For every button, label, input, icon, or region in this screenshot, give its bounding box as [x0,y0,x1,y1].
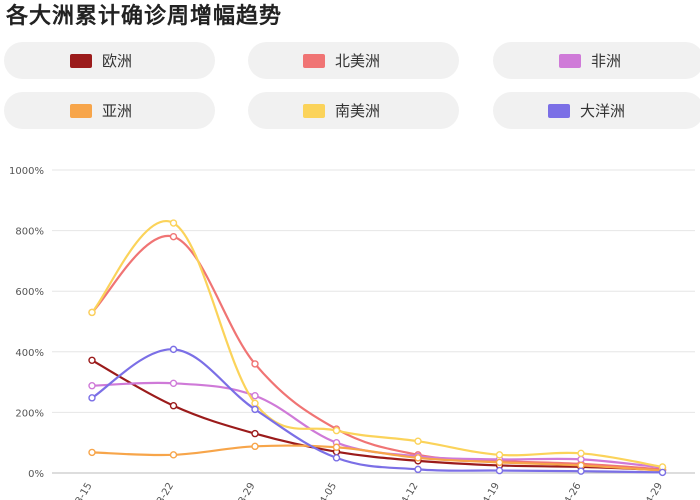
data-point-asia[interactable] [88,448,96,457]
data-point-europe[interactable] [88,356,96,364]
x-tick-label: 3-29 [237,481,258,500]
data-point-africa[interactable] [169,379,178,388]
legend-item-europe[interactable]: 欧洲 [4,42,215,79]
y-tick-label: 400% [15,348,44,359]
x-tick-label: 3-22 [155,481,176,500]
data-point-oceania[interactable] [169,345,178,354]
legend-swatch-south-america [303,103,325,118]
x-tick-label: 4-19 [481,481,502,500]
x-tick-label: 4-05 [318,481,339,500]
series-lines [88,219,667,477]
legend-swatch-north-america [303,53,325,68]
y-axis-ticks: 0% 200% 400% 600% 800% 1000% [9,166,44,480]
data-point-asia[interactable] [251,442,259,451]
data-point-south-america[interactable] [414,437,422,445]
legend-label-north-america: 北美洲 [335,52,381,70]
data-point-oceania[interactable] [332,454,341,462]
y-tick-label: 1000% [9,166,44,177]
legend-label-south-america: 南美洲 [335,102,381,120]
data-point-north-america[interactable] [251,360,259,368]
data-point-africa[interactable] [251,392,259,400]
legend-item-asia[interactable]: 亚洲 [4,92,215,129]
x-tick-label: 3-15 [74,481,95,500]
y-tick-label: 800% [15,227,44,238]
data-point-oceania[interactable] [658,468,667,477]
data-point-south-america[interactable] [332,426,341,435]
data-point-asia[interactable] [332,443,341,451]
data-point-europe[interactable] [251,429,259,438]
legend: 欧洲 北美洲 非洲 亚洲 南美洲 大洋洲 [0,42,700,134]
y-tick-label: 200% [15,408,44,419]
x-tick-label: 4-29 [644,481,665,500]
legend-item-north-america[interactable]: 北美洲 [248,42,459,79]
y-tick-label: 600% [15,287,44,298]
data-point-asia[interactable] [414,454,422,462]
grid-lines [52,169,695,474]
x-axis-ticks: 3-15 3-22 3-29 4-05 4-12 4-19 4-26 4-29 [74,481,665,500]
data-point-africa[interactable] [577,455,585,464]
x-tick-label: 4-12 [400,481,421,500]
data-point-south-america[interactable] [577,449,585,458]
y-tick-label: 0% [28,469,44,480]
x-tick-label: 4-26 [563,481,584,500]
data-point-oceania[interactable] [251,405,259,414]
data-point-south-america[interactable] [495,451,504,459]
data-point-europe[interactable] [169,402,178,410]
data-point-south-america[interactable] [88,308,96,317]
legend-label-oceania: 大洋洲 [580,102,626,120]
legend-label-europe: 欧洲 [102,52,133,70]
legend-item-oceania[interactable]: 大洋洲 [493,92,700,129]
data-point-south-america[interactable] [169,219,178,227]
data-point-oceania[interactable] [577,467,585,475]
legend-swatch-oceania [548,103,570,118]
chart-title: 各大洲累计确诊周增幅趋势 [6,4,283,29]
data-point-oceania[interactable] [495,466,504,475]
legend-swatch-africa [559,53,581,68]
legend-swatch-asia [70,103,92,118]
series-line-europe [90,359,664,472]
data-point-africa[interactable] [88,382,96,390]
legend-swatch-europe [70,53,92,68]
data-point-south-america[interactable] [251,399,259,408]
data-point-asia[interactable] [495,458,504,467]
series-line-north-america [90,234,664,471]
legend-label-asia: 亚洲 [102,102,133,120]
legend-label-africa: 非洲 [591,52,622,70]
data-point-north-america[interactable] [169,232,178,241]
legend-item-africa[interactable]: 非洲 [493,42,700,79]
data-point-oceania[interactable] [414,465,422,474]
line-chart: 0% 200% 400% 600% 800% 1000% 3-15 3-22 3-29 4-05… [9,166,695,500]
series-line-south-america [90,219,664,469]
legend-item-south-america[interactable]: 南美洲 [248,92,459,129]
data-point-asia[interactable] [169,451,178,459]
data-point-oceania[interactable] [88,394,96,402]
series-line-asia [90,444,664,472]
